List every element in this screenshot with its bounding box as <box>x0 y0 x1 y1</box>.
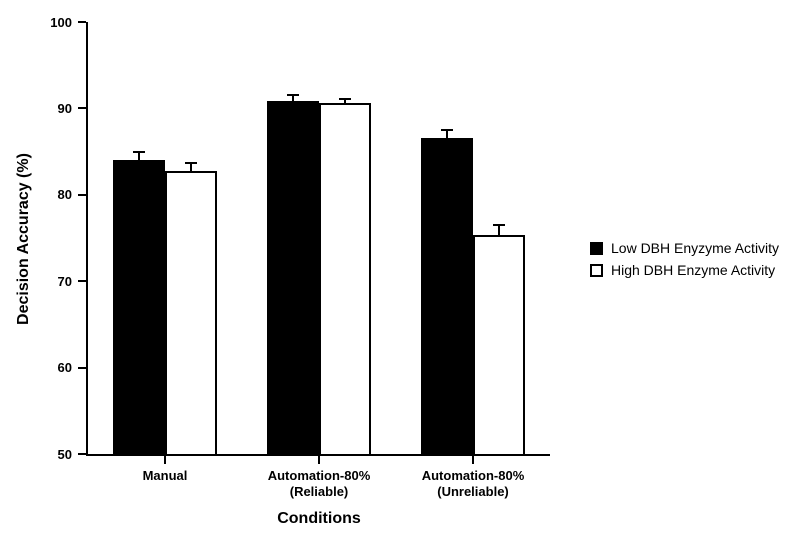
legend-swatch <box>590 264 603 277</box>
bar <box>113 160 165 454</box>
y-tick <box>78 194 86 196</box>
legend-item: Low DBH Enyzyme Activity <box>590 240 779 256</box>
y-tick <box>78 107 86 109</box>
y-tick-label: 80 <box>38 187 72 202</box>
legend-label: Low DBH Enyzyme Activity <box>611 240 779 256</box>
y-tick-label: 50 <box>38 447 72 462</box>
y-tick <box>78 21 86 23</box>
y-tick <box>78 367 86 369</box>
error-bar-stem <box>446 130 448 138</box>
legend-item: High DBH Enzyme Activity <box>590 262 779 278</box>
bar <box>165 171 217 454</box>
error-bar-stem <box>138 152 140 161</box>
y-tick <box>78 453 86 455</box>
error-bar-cap <box>339 98 351 100</box>
error-bar-cap <box>287 94 299 96</box>
error-bar-stem <box>498 225 500 235</box>
error-bar-cap <box>493 224 505 226</box>
x-category-label: Manual <box>88 468 242 484</box>
bar <box>267 101 319 454</box>
bar <box>319 103 371 454</box>
x-tick <box>472 456 474 464</box>
legend: Low DBH Enyzyme Activity High DBH Enzyme … <box>590 240 779 284</box>
y-tick-label: 100 <box>38 15 72 30</box>
y-tick-label: 70 <box>38 274 72 289</box>
error-bar-cap <box>185 162 197 164</box>
y-tick <box>78 280 86 282</box>
legend-swatch <box>590 242 603 255</box>
x-category-label: Automation-80% (Reliable) <box>242 468 396 501</box>
x-axis-title: Conditions <box>88 510 550 528</box>
y-axis-title: Decision Accuracy (%) <box>15 23 33 455</box>
bar <box>421 138 473 454</box>
bar <box>473 235 525 454</box>
chart-root: 50 60 70 80 90 100 ManualAutomation-80% (Reli… <box>0 0 798 558</box>
y-tick-label: 60 <box>38 360 72 375</box>
y-tick-label: 90 <box>38 101 72 116</box>
x-tick <box>164 456 166 464</box>
error-bar-stem <box>190 163 192 172</box>
legend-label: High DBH Enzyme Activity <box>611 262 775 278</box>
error-bar-cap <box>133 151 145 153</box>
error-bar-cap <box>441 129 453 131</box>
x-category-label: Automation-80% (Unreliable) <box>396 468 550 501</box>
y-axis-line <box>86 22 88 456</box>
x-tick <box>318 456 320 464</box>
